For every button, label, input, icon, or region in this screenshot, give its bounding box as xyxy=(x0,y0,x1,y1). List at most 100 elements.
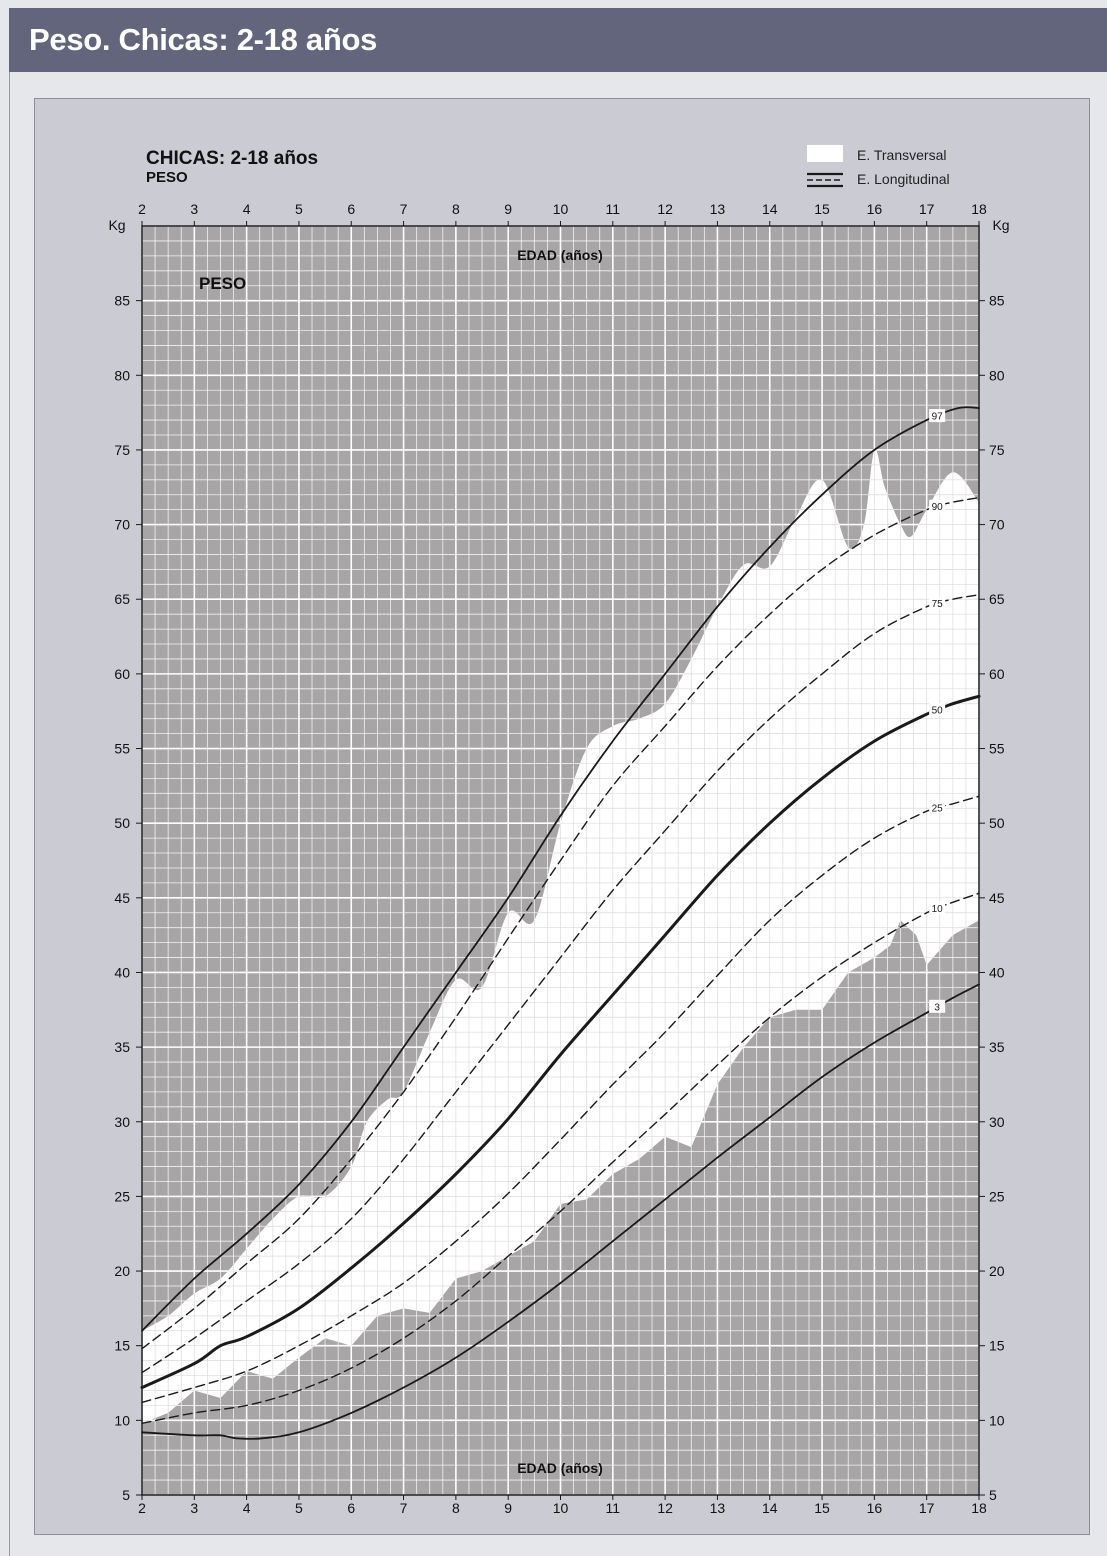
percentile-50-label: 50 xyxy=(932,706,944,717)
percentile-label-bg xyxy=(929,801,946,815)
y-tick-label-right: 20 xyxy=(989,1263,1005,1279)
percentile-97-label: 97 xyxy=(932,412,944,423)
x-tick-label-bottom: 8 xyxy=(452,1500,460,1516)
x-tick-label-top: 6 xyxy=(347,201,355,217)
y-tick-label-left: 45 xyxy=(114,890,130,906)
y-tick-label-left: 50 xyxy=(114,815,130,831)
percentile-label-bg xyxy=(929,703,946,717)
y-tick-label-right: 30 xyxy=(989,1114,1005,1130)
x-tick-label-top: 13 xyxy=(710,201,726,217)
x-tick-label-top: 15 xyxy=(814,201,830,217)
percentile-50-line xyxy=(140,694,981,1389)
y-unit-left: Kg xyxy=(108,217,125,233)
y-tick-label-left: 20 xyxy=(114,1263,130,1279)
y-tick-label-left: 15 xyxy=(114,1338,130,1354)
y-tick-label-left: 75 xyxy=(114,442,130,458)
x-tick-label-bottom: 17 xyxy=(919,1500,935,1516)
y-tick-label-right: 5 xyxy=(989,1487,997,1503)
y-tick-label-left: 60 xyxy=(114,666,130,682)
x-tick-label-top: 10 xyxy=(553,201,569,217)
x-tick-label-bottom: 15 xyxy=(814,1500,830,1516)
y-tick-label-right: 35 xyxy=(989,1039,1005,1055)
y-tick-label-left: 85 xyxy=(114,293,130,309)
y-tick-label-right: 25 xyxy=(989,1188,1005,1204)
percentile-10-line xyxy=(141,892,980,1424)
y-tick-label-right: 80 xyxy=(989,367,1005,383)
x-tick-label-bottom: 12 xyxy=(657,1500,673,1516)
x-axis-label-top: EDAD (años) xyxy=(517,247,603,263)
y-tick-label-left: 65 xyxy=(114,591,130,607)
x-tick-label-top: 4 xyxy=(243,201,251,217)
y-tick-label-left: 35 xyxy=(114,1039,130,1055)
x-tick-label-bottom: 3 xyxy=(190,1500,198,1516)
percentile-25-label: 25 xyxy=(932,804,944,815)
x-tick-label-top: 3 xyxy=(190,201,198,217)
percentile-label-bg xyxy=(929,596,946,610)
x-tick-label-bottom: 4 xyxy=(243,1500,251,1516)
y-tick-label-right: 40 xyxy=(989,964,1005,980)
x-tick-label-bottom: 10 xyxy=(553,1500,569,1516)
y-tick-label-right: 45 xyxy=(989,890,1005,906)
y-tick-label-right: 10 xyxy=(989,1412,1005,1428)
y-tick-label-left: 25 xyxy=(114,1188,130,1204)
x-tick-label-bottom: 9 xyxy=(504,1500,512,1516)
x-tick-label-bottom: 16 xyxy=(867,1500,883,1516)
x-tick-label-top: 7 xyxy=(400,201,408,217)
x-axis-label-bottom: EDAD (años) xyxy=(517,1460,603,1476)
y-tick-label-right: 75 xyxy=(989,442,1005,458)
y-tick-label-right: 70 xyxy=(989,517,1005,533)
x-tick-label-top: 11 xyxy=(606,201,621,217)
x-tick-label-bottom: 11 xyxy=(606,1500,621,1516)
page-left-rule xyxy=(9,72,10,1556)
x-tick-label-bottom: 13 xyxy=(710,1500,726,1516)
percentile-label-bg xyxy=(929,901,946,915)
y-tick-label-right: 15 xyxy=(989,1338,1005,1354)
legend-label-longitudinal: E. Longitudinal xyxy=(857,171,950,187)
percentile-3-label: 3 xyxy=(934,1002,940,1013)
percentile-3-line xyxy=(141,983,980,1440)
percentile-label-bg xyxy=(929,409,946,423)
x-tick-label-top: 17 xyxy=(919,201,935,217)
y-tick-label-left: 70 xyxy=(114,517,130,533)
y-tick-label-right: 85 xyxy=(989,293,1005,309)
chart-title: CHICAS: 2-18 años xyxy=(146,148,318,169)
y-tick-label-right: 60 xyxy=(989,666,1005,682)
x-tick-label-top: 8 xyxy=(452,201,460,217)
x-tick-label-top: 16 xyxy=(867,201,883,217)
y-tick-label-left: 30 xyxy=(114,1114,130,1130)
x-tick-label-bottom: 7 xyxy=(400,1500,408,1516)
plot-inner-label: PESO xyxy=(199,274,246,293)
y-tick-label-left: 80 xyxy=(114,367,130,383)
percentile-25-line xyxy=(141,795,980,1404)
x-tick-label-bottom: 14 xyxy=(762,1500,778,1516)
page-title: Peso. Chicas: 2-18 años xyxy=(29,22,378,57)
percentile-75-label: 75 xyxy=(932,599,944,610)
y-tick-label-left: 55 xyxy=(114,741,130,757)
percentile-label-bg xyxy=(929,499,946,513)
y-tick-label-right: 65 xyxy=(989,591,1005,607)
x-tick-label-top: 18 xyxy=(971,201,987,217)
chart-subtitle: PESO xyxy=(146,169,188,186)
y-tick-label-left: 40 xyxy=(114,964,130,980)
x-tick-label-bottom: 5 xyxy=(295,1500,303,1516)
x-tick-label-top: 2 xyxy=(138,201,146,217)
legend-swatch-transversal xyxy=(807,145,843,162)
x-tick-label-top: 14 xyxy=(762,201,778,217)
x-tick-label-top: 5 xyxy=(295,201,303,217)
legend-label-transversal: E. Transversal xyxy=(857,147,946,163)
y-tick-label-right: 50 xyxy=(989,815,1005,831)
percentile-90-line xyxy=(141,497,980,1350)
y-unit-right: Kg xyxy=(992,217,1009,233)
x-tick-label-bottom: 18 xyxy=(971,1500,987,1516)
header-bar: Peso. Chicas: 2-18 años xyxy=(9,8,1107,72)
growth-chart: 9790755025103223344556677889910101111121… xyxy=(108,145,1010,1516)
y-tick-label-right: 55 xyxy=(989,741,1005,757)
percentile-10-label: 10 xyxy=(932,904,944,915)
percentile-97-line xyxy=(141,406,980,1332)
x-tick-label-top: 12 xyxy=(657,201,673,217)
x-tick-label-bottom: 2 xyxy=(138,1500,146,1516)
percentile-90-label: 90 xyxy=(932,502,944,513)
x-tick-label-bottom: 6 xyxy=(347,1500,355,1516)
x-tick-label-top: 9 xyxy=(504,201,512,217)
y-tick-label-left: 5 xyxy=(122,1487,130,1503)
